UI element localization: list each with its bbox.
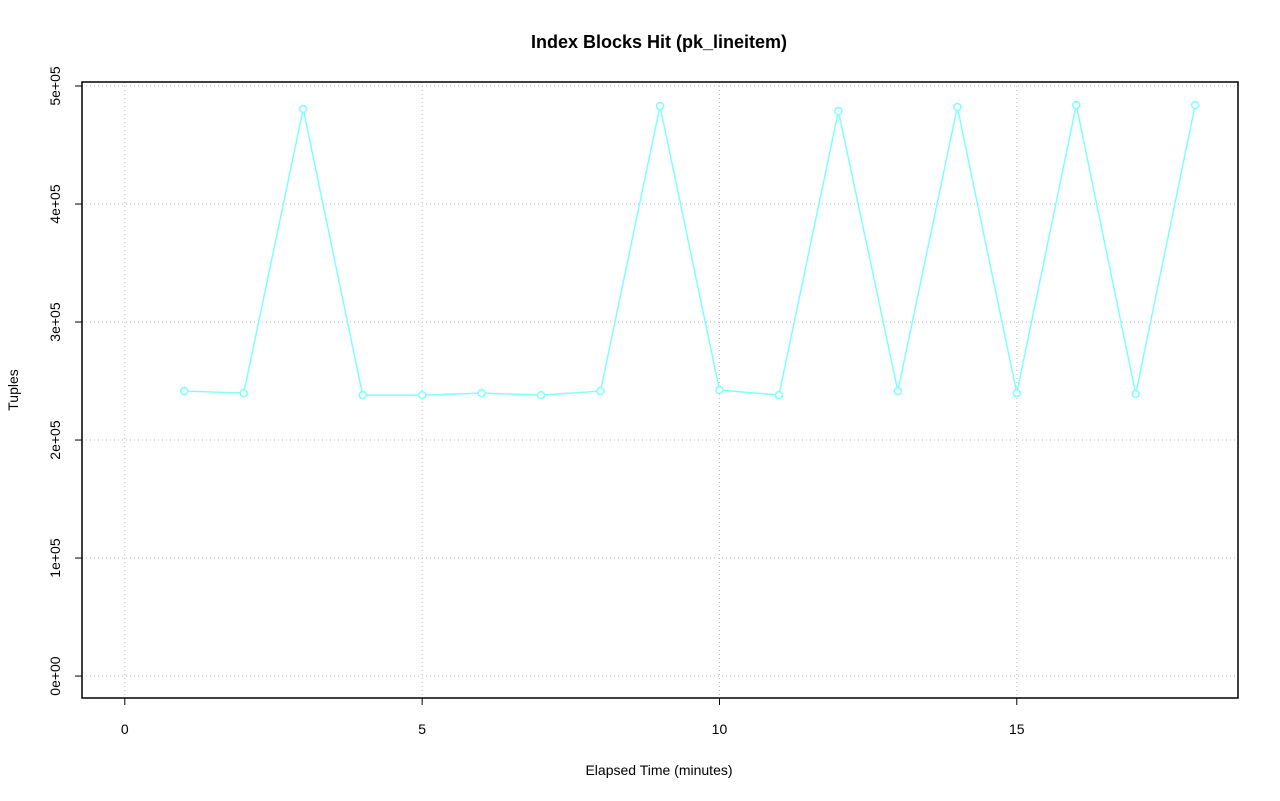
data-point	[180, 386, 189, 396]
data-point	[596, 386, 605, 396]
data-point	[774, 390, 784, 400]
chart-title: Index Blocks Hit (pk_lineitem)	[531, 32, 787, 52]
data-point	[1131, 389, 1140, 399]
x-tick-label: 10	[712, 721, 728, 737]
y-tick-label: 0e+00	[47, 656, 63, 696]
data-point	[1190, 100, 1200, 110]
data-point	[953, 102, 962, 112]
data-point	[1072, 100, 1081, 110]
y-tick-label: 5e+05	[47, 66, 63, 106]
data-point	[1012, 388, 1022, 398]
x-tick-label: 0	[121, 721, 129, 737]
x-tick-label: 15	[1009, 721, 1025, 737]
plot-frame	[81, 81, 1239, 699]
y-tick-label: 3e+05	[47, 302, 63, 342]
data-point	[477, 388, 486, 398]
data-point	[358, 390, 367, 400]
data-point	[536, 390, 546, 400]
data-point	[715, 385, 724, 395]
data-point	[417, 390, 427, 400]
x-tick-label: 5	[418, 721, 426, 737]
data-point	[239, 388, 248, 398]
data-point	[655, 101, 665, 111]
y-tick-label: 2e+05	[47, 420, 63, 460]
data-point	[834, 106, 843, 116]
data-point	[298, 104, 308, 114]
x-axis-label: Elapsed Time (minutes)	[585, 762, 732, 778]
series-line	[184, 104, 1196, 396]
y-tick-label: 1e+05	[47, 538, 63, 578]
y-tick-label: 4e+05	[47, 184, 63, 224]
y-axis-label: Tuples	[5, 369, 21, 411]
data-point	[893, 386, 903, 396]
